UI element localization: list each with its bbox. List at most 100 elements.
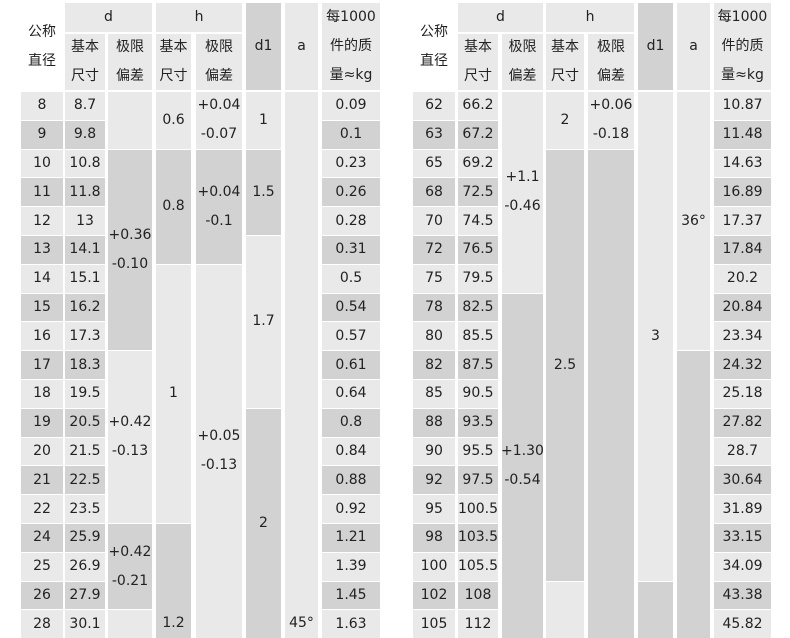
d-basic-size-cell-text: 93.5 — [462, 414, 494, 431]
nominal-diameter-cell: 80 — [413, 322, 455, 351]
h-basic-size-cell-text: 2.5 — [553, 356, 577, 373]
nominal-diameter-cell: 17 — [21, 351, 63, 379]
weight-cell-text: 20.2 — [726, 270, 759, 287]
d1-cell-text: 1.7 — [252, 313, 275, 330]
weight-cell: 17.84 — [714, 236, 771, 264]
d-limit-deviation-cell: +1.30 -0.54 — [502, 293, 543, 638]
header-h-basic-size: 基本 尺寸 — [156, 34, 191, 90]
weight-cell-text: 16.89 — [722, 183, 763, 200]
nominal-diameter-cell-text: 16 — [33, 327, 51, 344]
header-weight-per-1000: 每1000 件的质 量≈kg — [714, 3, 771, 90]
weight-cell-text: 0.61 — [335, 356, 367, 373]
nominal-diameter-cell-text: 102 — [420, 587, 448, 603]
d-basic-size-cell-text: 18.3 — [69, 356, 101, 373]
d-limit-deviation-cell: +1.1 -0.46 — [502, 92, 543, 293]
weight-cell-text: 0.28 — [335, 212, 367, 229]
h-limit-deviation-cell-text: -0.13 — [200, 457, 238, 474]
h-limit-deviation-cell-text: -0.07 — [200, 126, 238, 143]
weight-cell: 25.18 — [714, 380, 771, 408]
weight-cell-text: 0.64 — [335, 385, 367, 402]
weight-cell: 34.09 — [714, 552, 771, 581]
header-d-limit-deviation: 极限 偏差 — [108, 34, 152, 90]
nominal-diameter-cell-text: 20 — [33, 443, 51, 459]
d-basic-size-cell-text: 72.5 — [462, 183, 494, 200]
weight-cell-text: 30.64 — [722, 471, 763, 488]
nominal-diameter-cell: 25 — [21, 552, 63, 581]
nominal-diameter-cell-text: 22 — [33, 500, 51, 517]
d-basic-size-cell: 20.5 — [65, 408, 105, 437]
nominal-diameter-cell-text: 70 — [425, 212, 443, 229]
nominal-diameter-cell-text: 75 — [425, 270, 443, 287]
d-basic-size-cell-text: 105.5 — [458, 558, 498, 575]
d-basic-size-cell: 18.3 — [65, 351, 105, 379]
weight-cell: 10.87 — [714, 92, 771, 120]
d-basic-size-cell-text: 90.5 — [462, 385, 494, 402]
weight-cell: 0.54 — [322, 293, 380, 322]
nominal-diameter-cell: 18 — [21, 380, 63, 408]
weight-cell: 14.63 — [714, 149, 771, 178]
nominal-diameter-cell-text: 65 — [425, 155, 443, 171]
h-basic-size-cell: 1.2 — [156, 524, 191, 638]
weight-cell: 0.1 — [322, 120, 380, 149]
d-limit-deviation-cell — [108, 610, 152, 638]
d-basic-size-cell: 90.5 — [458, 380, 498, 408]
h-basic-size-cell-text: 0.8 — [162, 198, 185, 215]
weight-cell-text: 0.92 — [335, 500, 367, 517]
d1-cell — [638, 581, 673, 638]
h-basic-size-cell-text: 0.6 — [162, 111, 185, 128]
a-angle-cell-text: 45° — [289, 615, 314, 632]
header-weight-per-1000-text: 件的质 — [721, 38, 764, 54]
weight-cell-text: 28.7 — [726, 443, 759, 459]
nominal-diameter-cell: 10 — [21, 149, 63, 178]
d-basic-size-cell: 19.5 — [65, 380, 105, 408]
header-nominal-diameter-text: 直径 — [420, 52, 448, 69]
d-basic-size-cell: 23.5 — [65, 495, 105, 523]
weight-cell-text: 0.84 — [335, 443, 367, 459]
d-limit-deviation-cell-text: -0.46 — [504, 198, 541, 215]
weight-cell: 20.84 — [714, 293, 771, 322]
nominal-diameter-cell-text: 90 — [425, 443, 443, 459]
header-weight-per-1000-text: 量≈kg — [329, 67, 373, 83]
h-limit-deviation-cell-text: +0.06 — [589, 97, 633, 114]
header-weight-per-1000-text: 量≈kg — [721, 67, 764, 83]
nominal-diameter-cell: 62 — [413, 92, 455, 120]
d-basic-size-cell: 67.2 — [458, 120, 498, 149]
weight-cell-text: 1.21 — [335, 529, 367, 546]
header-d-basic-size: 基本 尺寸 — [65, 34, 105, 90]
d-basic-size-cell-text: 25.9 — [69, 529, 101, 546]
nominal-diameter-cell-text: 78 — [425, 299, 443, 315]
h-limit-deviation-cell: +0.06 -0.18 — [588, 92, 634, 149]
d-basic-size-cell-text: 9.8 — [73, 126, 97, 143]
a-angle-cell — [677, 351, 710, 638]
nominal-diameter-cell-text: 24 — [33, 529, 51, 546]
weight-cell-text: 0.23 — [335, 155, 367, 171]
header-d-text: d — [496, 9, 505, 25]
nominal-diameter-cell-text: 105 — [420, 615, 448, 632]
h-basic-size-cell-text: 2 — [560, 111, 570, 128]
weight-cell-text: 14.63 — [722, 155, 763, 171]
weight-cell-text: 1.45 — [335, 587, 367, 603]
weight-cell-text: 0.1 — [339, 126, 363, 143]
d-basic-size-cell: 108 — [458, 581, 498, 610]
header-nominal-diameter: 公称 直径 — [413, 3, 455, 90]
d1-cell: 1.7 — [246, 236, 281, 408]
header-d1-text: d1 — [254, 38, 273, 54]
h-basic-size-cell: 2 — [546, 92, 584, 149]
a-angle-cell: 45° — [285, 92, 318, 638]
nominal-diameter-cell: 82 — [413, 351, 455, 379]
d-basic-size-cell: 69.2 — [458, 149, 498, 178]
weight-cell-text: 0.26 — [335, 183, 367, 200]
d-basic-size-cell: 112 — [458, 610, 498, 638]
weight-cell: 31.89 — [714, 495, 771, 523]
d-basic-size-cell-text: 21.5 — [69, 443, 101, 459]
d-basic-size-cell-text: 67.2 — [462, 126, 494, 143]
d-basic-size-cell: 85.5 — [458, 322, 498, 351]
nominal-diameter-cell: 85 — [413, 380, 455, 408]
d-basic-size-cell-text: 74.5 — [462, 212, 494, 229]
d-basic-size-cell-text: 26.9 — [69, 558, 101, 575]
nominal-diameter-cell: 105 — [413, 610, 455, 638]
h-limit-deviation-cell-text: +0.05 — [197, 428, 241, 445]
nominal-diameter-cell-text: 95 — [425, 500, 443, 517]
weight-cell: 24.32 — [714, 351, 771, 379]
d-basic-size-cell-text: 112 — [464, 615, 492, 632]
